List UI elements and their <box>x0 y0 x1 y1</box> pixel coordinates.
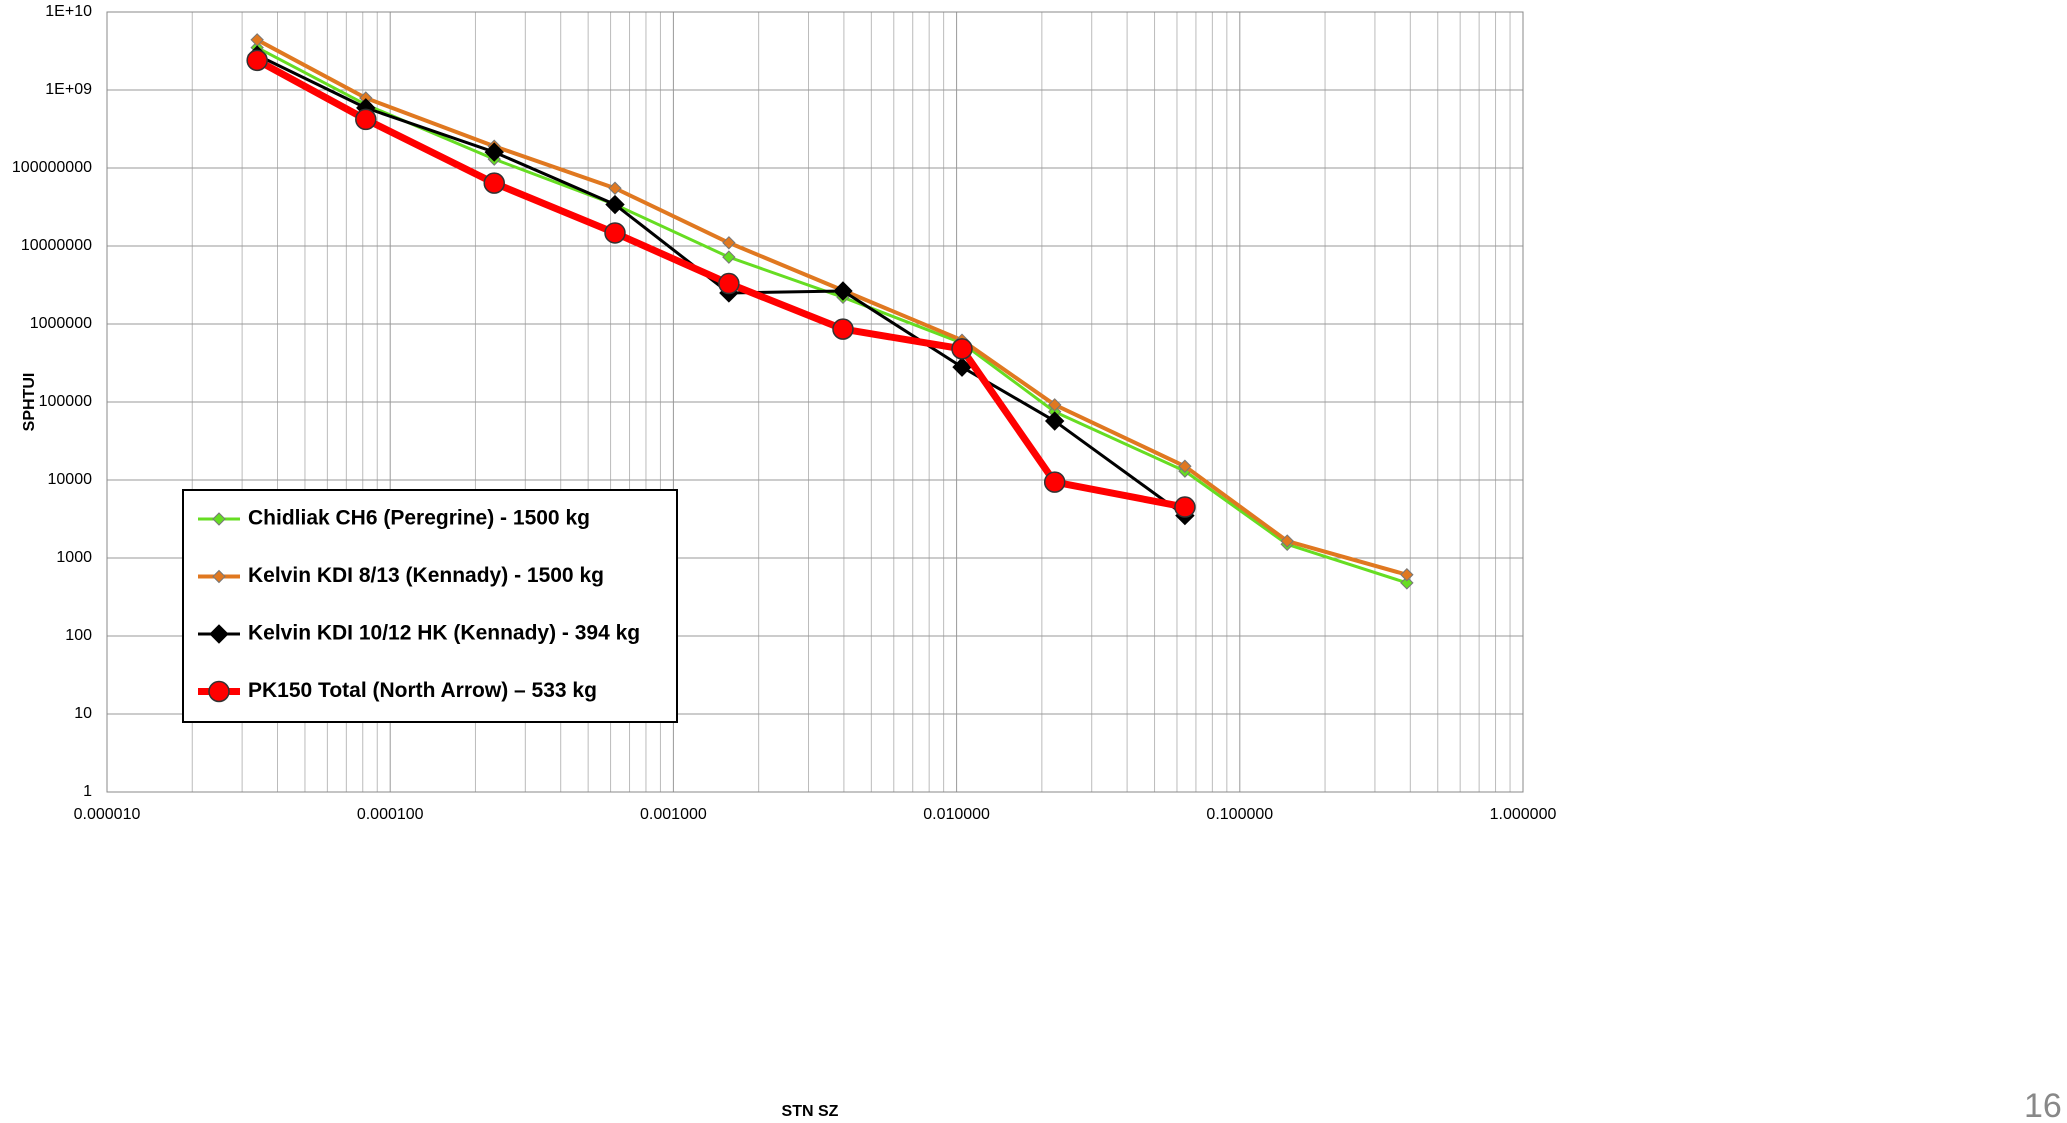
y-tick-label: 10 <box>74 705 92 722</box>
legend: Chidliak CH6 (Peregrine) - 1500 kg Kelvin… <box>182 489 678 723</box>
x-tick-label: 0.100000 <box>1206 806 1273 823</box>
y-tick-label: 1 <box>83 783 92 800</box>
marker <box>605 194 625 215</box>
marker <box>604 222 626 244</box>
marker <box>833 281 853 301</box>
x-axis-label: STN SZ <box>782 1103 839 1120</box>
y-tick-label: 1E+10 <box>45 3 92 20</box>
marker <box>722 250 736 264</box>
x-tick-label: 0.000010 <box>74 806 141 823</box>
marker <box>1400 568 1414 582</box>
marker <box>1178 459 1192 473</box>
marker <box>832 318 854 340</box>
y-tick-label: 10000 <box>48 471 93 488</box>
marker <box>246 49 268 72</box>
marker <box>483 172 505 194</box>
legend-marker <box>208 680 230 703</box>
y-tick-label: 100000000 <box>12 159 92 176</box>
marker <box>718 272 740 295</box>
legend-label: Chidliak CH6 (Peregrine) - 1500 kg <box>248 507 590 530</box>
legend-marker <box>212 512 226 526</box>
page-number: 16 <box>2024 1087 2062 1123</box>
marker <box>1280 534 1294 548</box>
x-tick-label: 0.010000 <box>923 806 990 823</box>
legend-marker <box>209 624 229 644</box>
y-tick-label: 10000000 <box>21 237 92 254</box>
marker <box>355 108 377 131</box>
y-tick-label: 1000000 <box>30 315 92 332</box>
marker <box>1047 398 1062 412</box>
plot-frame <box>106 11 1524 793</box>
marker <box>484 142 504 162</box>
legend-box <box>182 489 678 723</box>
x-tick-label: 0.000100 <box>357 806 424 823</box>
legend-label: Kelvin KDI 8/13 (Kennady) - 1500 kg <box>248 564 604 587</box>
marker <box>722 236 736 250</box>
marker <box>952 357 972 377</box>
x-tick-label: 1.000000 <box>1490 806 1557 823</box>
legend-label: PK150 Total (North Arrow) – 533 kg <box>248 679 597 702</box>
y-tick-label: 1000 <box>56 549 92 566</box>
y-axis-label: SPHTUI <box>21 373 38 432</box>
marker <box>1400 576 1414 590</box>
y-tick-label: 100000 <box>39 393 92 410</box>
marker <box>951 338 973 360</box>
marker <box>1174 496 1196 518</box>
marker <box>608 181 622 195</box>
y-tick-label: 100 <box>65 627 92 644</box>
y-tick-label: 1E+09 <box>45 81 92 98</box>
marker <box>1044 411 1065 431</box>
legend-label: Kelvin KDI 10/12 HK (Kennady) - 394 kg <box>248 622 640 645</box>
marker <box>1043 471 1066 493</box>
legend-marker <box>212 569 226 584</box>
x-tick-label: 0.001000 <box>640 806 707 823</box>
